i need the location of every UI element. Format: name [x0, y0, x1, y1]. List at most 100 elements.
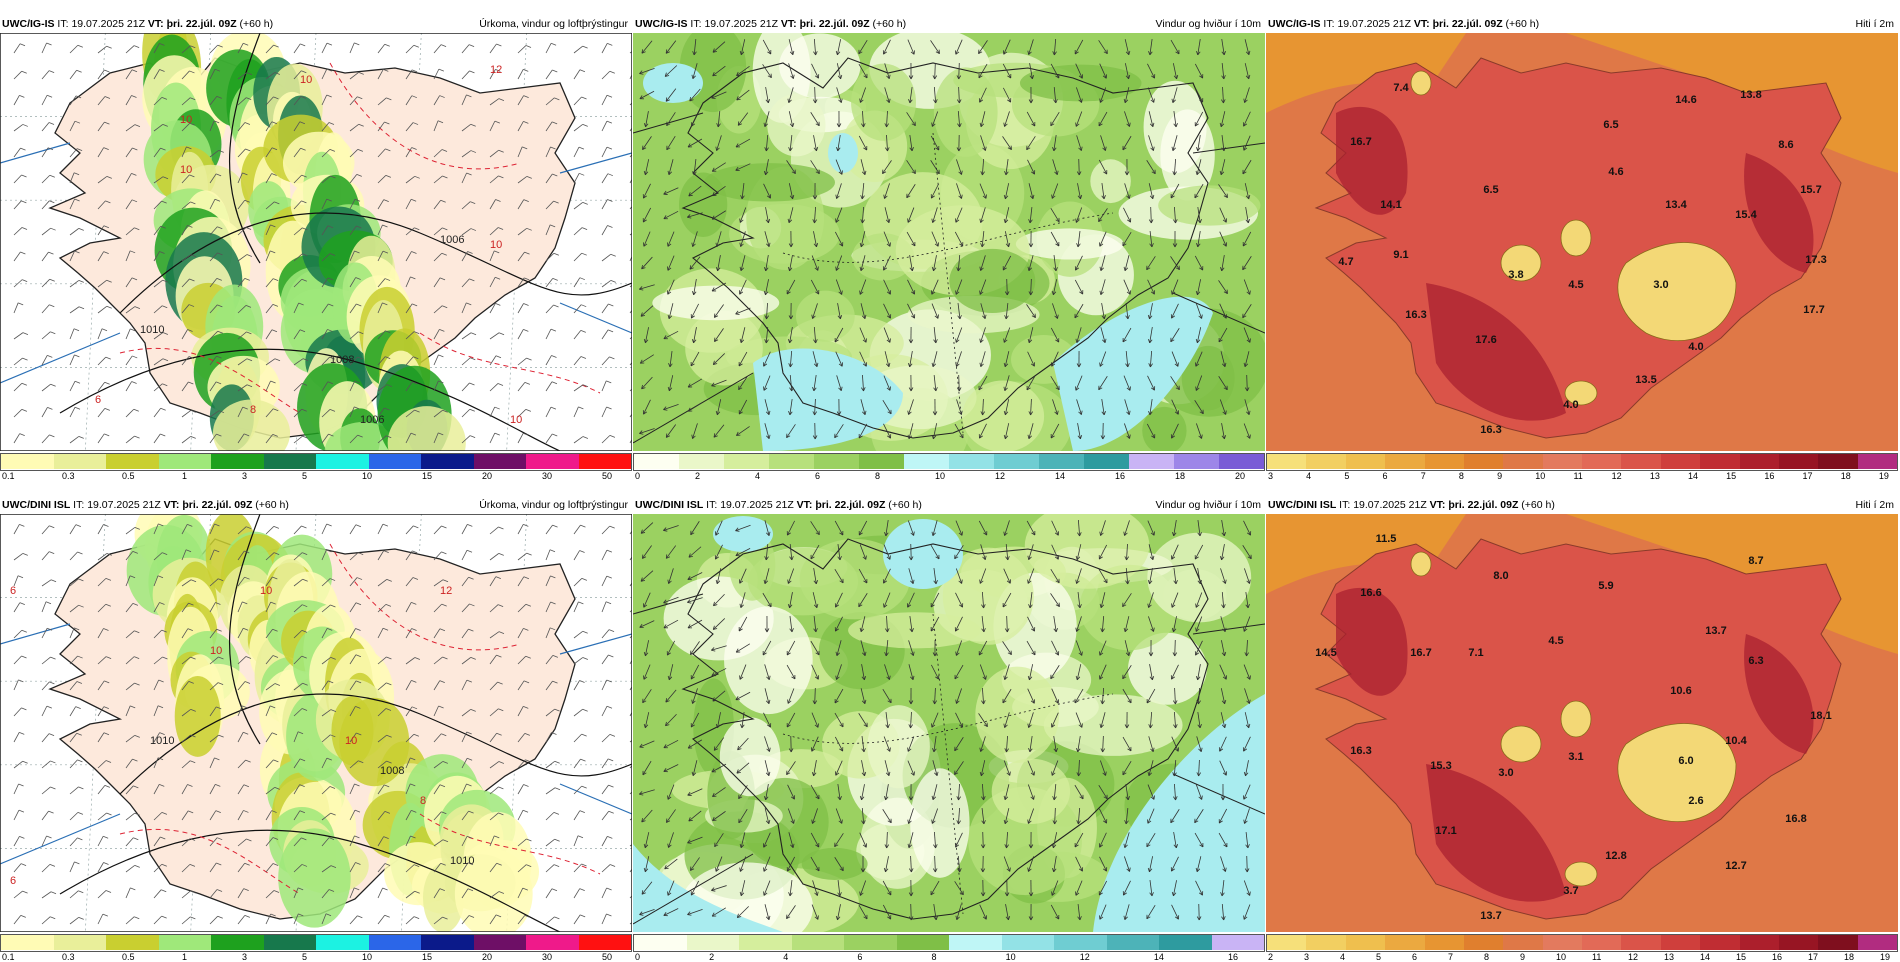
temperature-label: 13.7	[1480, 910, 1501, 922]
temperature-label: 10.4	[1725, 735, 1747, 747]
colorbar-tick-label: 17	[1803, 471, 1813, 481]
colorbar-tick-label: 15	[1736, 952, 1746, 962]
temperature-label: 13.4	[1665, 199, 1687, 211]
temperature-label: 12.8	[1605, 850, 1626, 862]
init-time: 19.07.2025 21Z	[87, 499, 161, 511]
contour-label: 1008	[380, 765, 404, 777]
colorbar-tick-label: 6	[1383, 471, 1388, 481]
colorbar-frame	[633, 453, 1265, 471]
temperature-label: 8.6	[1778, 139, 1793, 151]
colorbar-tick-label: 20	[1235, 471, 1245, 481]
temperature-label: 2.6	[1688, 795, 1703, 807]
temperature-label: 15.4	[1735, 209, 1757, 221]
colorbar-tick-label: 3	[242, 471, 247, 481]
model-name: UWC/IG-IS	[2, 18, 55, 30]
temperature-label: 14.5	[1315, 647, 1336, 659]
colorbar-tick-label: 18	[1844, 952, 1854, 962]
valid-time: þri. 22.júl. 09Z	[167, 18, 237, 30]
temperature-label: 8.7	[1748, 555, 1763, 567]
contour-label: 6	[10, 585, 16, 597]
it-label: IT:	[57, 18, 68, 30]
colorbar-tick-label: 15	[422, 952, 432, 962]
model-name: UWC/DINI ISL	[635, 499, 703, 511]
colorbar-tick-label: 1	[182, 952, 187, 962]
contour-label: 1010	[150, 735, 174, 747]
colorbar-tick-label: 16	[1228, 952, 1238, 962]
contour-label: 10	[300, 74, 312, 86]
colorbar-tick-label: 8	[1459, 471, 1464, 481]
colorbar-tick-label: 5	[302, 471, 307, 481]
temperature-label: 13.8	[1740, 89, 1761, 101]
colorbar-tick-label: 14	[1700, 952, 1710, 962]
model-name: UWC/DINI ISL	[1268, 499, 1336, 511]
colorbar-tick-label: 0	[635, 471, 640, 481]
colorbar-frame	[0, 934, 632, 952]
colorbar-tick-label: 10	[362, 952, 372, 962]
colorbar-tick-label: 10	[1556, 952, 1566, 962]
contour-label: 12	[490, 64, 502, 76]
product-title: Hiti í 2m	[1855, 496, 1894, 514]
contour-label: 1010	[140, 324, 164, 336]
temperature-label: 11.5	[1376, 533, 1397, 545]
init-time: 19.07.2025 21Z	[71, 18, 145, 30]
colorbar-tick-label: 20	[482, 952, 492, 962]
temperature-label: 14.1	[1380, 199, 1401, 211]
panel-header: UWC/DINI ISL IT: 19.07.2025 21Z VT: þri.…	[1266, 496, 1898, 514]
contour-label: 10	[180, 164, 192, 176]
colorbar-tick-label: 8	[1484, 952, 1489, 962]
contour-label: 10	[180, 114, 192, 126]
product-title: Vindur og hviður í 10m	[1156, 496, 1261, 514]
contour-label: 10	[345, 735, 357, 747]
temperature-label: 8.0	[1493, 570, 1508, 582]
colorbar-tick-label: 19	[1880, 952, 1890, 962]
vt-label: VT:	[164, 499, 180, 511]
contour-label: 10	[510, 414, 522, 426]
colorbar-tick-label: 6	[815, 471, 820, 481]
colorbar-tick-label: 16	[1764, 471, 1774, 481]
colorbar-tick-label: 8	[931, 952, 936, 962]
temperature-label: 16.7	[1410, 647, 1431, 659]
temperature-label: 15.3	[1430, 760, 1451, 772]
colorbar-tick-label: 10	[1535, 471, 1545, 481]
valid-time: þri. 22.júl. 09Z	[1448, 499, 1518, 511]
panel-header: UWC/IG-IS IT: 19.07.2025 21Z VT: þri. 22…	[633, 15, 1265, 33]
panel-wind-igis: UWC/IG-IS IT: 19.07.2025 21Z VT: þri. 22…	[633, 15, 1265, 481]
product-title: Úrkoma, vindur og loftþrýstingur	[479, 15, 628, 33]
colorbar-tick-label: 12	[1612, 471, 1622, 481]
colorbar-tick-label: 5	[1344, 471, 1349, 481]
init-time: 19.07.2025 21Z	[720, 499, 794, 511]
temperature-label: 4.5	[1568, 279, 1583, 291]
contour-label: 8	[420, 795, 426, 807]
colorbar-tick-label: 8	[875, 471, 880, 481]
vt-label: VT:	[1414, 18, 1430, 30]
temperature-label: 9.1	[1393, 249, 1408, 261]
panel-temp-igis: UWC/IG-IS IT: 19.07.2025 21Z VT: þri. 22…	[1266, 15, 1898, 481]
colorbar-tick-label: 30	[542, 952, 552, 962]
init-time: 19.07.2025 21Z	[1353, 499, 1427, 511]
contour-label: 6	[10, 875, 16, 887]
weather-map	[633, 33, 1265, 451]
product-title: Hiti í 2m	[1855, 15, 1894, 33]
colorbar-tick-label: 4	[1306, 471, 1311, 481]
colorbar-frame	[633, 934, 1265, 952]
contour-label: 12	[440, 585, 452, 597]
colorbar-tick-label: 1	[182, 471, 187, 481]
colorbar-tick-label: 0.3	[62, 471, 75, 481]
colorbar-tick-label: 0	[635, 952, 640, 962]
vt-label: VT:	[797, 499, 813, 511]
lead-time: (+60 h)	[873, 18, 907, 30]
temperature-label: 14.6	[1675, 94, 1696, 106]
temperature-label: 4.6	[1608, 166, 1623, 178]
precip-cell	[175, 676, 221, 757]
it-label: IT:	[1339, 499, 1350, 511]
colorbar-tick-label: 0.5	[122, 471, 135, 481]
colorbar-tick-label: 11	[1592, 952, 1601, 962]
colorbar-tick-label: 0.5	[122, 952, 135, 962]
temperature-label: 16.3	[1480, 424, 1501, 436]
contour-label: 10	[260, 585, 272, 597]
colorbar-tick-label: 12	[1080, 952, 1090, 962]
colorbar-tick-label: 20	[482, 471, 492, 481]
contour-label: 8	[250, 404, 256, 416]
